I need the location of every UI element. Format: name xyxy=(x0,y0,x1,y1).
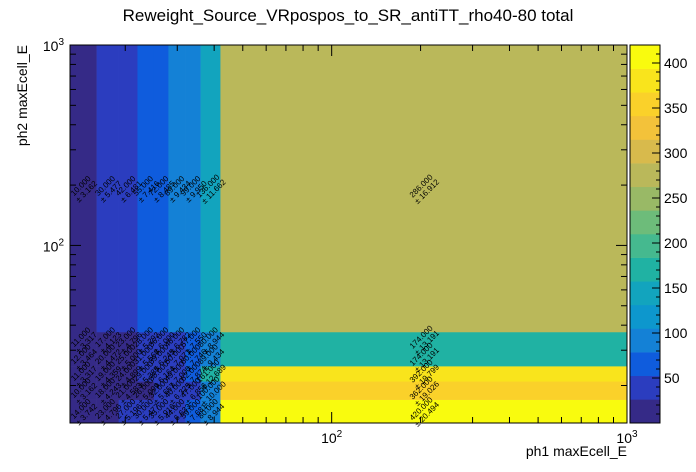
colorbar-segment xyxy=(630,139,660,164)
colorbar-tick-label: 250 xyxy=(664,190,688,206)
heatmap-cell xyxy=(118,331,138,348)
heatmap-cell xyxy=(185,331,201,348)
heatmap-cell xyxy=(220,45,628,333)
heatmap-cell xyxy=(168,347,186,367)
heatmap-cell xyxy=(137,347,155,367)
colorbar-segment xyxy=(630,68,660,93)
colorbar-segment xyxy=(630,45,660,69)
heatmap-cell xyxy=(96,366,119,382)
colorbar-segment xyxy=(630,352,660,377)
heatmap-cell xyxy=(168,399,186,424)
heatmap-cell xyxy=(70,45,97,333)
heatmap-cell xyxy=(96,45,119,333)
heatmap-cells xyxy=(70,45,628,424)
y-axis-label: ph2 maxEcell_E xyxy=(14,45,30,146)
heatmap-cell xyxy=(137,381,155,400)
heatmap-cell xyxy=(185,347,201,367)
heatmap-cell xyxy=(70,399,97,424)
heatmap-cell xyxy=(70,347,97,367)
heatmap-cell xyxy=(185,381,201,400)
colorbar-segment xyxy=(630,281,660,306)
colorbar-segment xyxy=(630,163,660,188)
colorbar-segment xyxy=(630,328,660,353)
heatmap-cell xyxy=(220,366,628,382)
colorbar-segment xyxy=(630,257,660,282)
heatmap-cell xyxy=(118,366,138,382)
heatmap-cell xyxy=(137,331,155,348)
x-tick-label: 102 xyxy=(321,429,343,446)
heatmap-cell xyxy=(96,399,119,424)
colorbar: 50 100 150 200 250 300 350 400 xyxy=(629,44,688,424)
colorbar-tick-label: 100 xyxy=(664,325,688,341)
colorbar-segment xyxy=(630,234,660,258)
colorbar-segment xyxy=(630,92,660,117)
y-tick-label: 103 xyxy=(43,37,65,54)
cell-value-label: 26.000± 5.099 xyxy=(131,375,162,406)
heatmap-cell xyxy=(118,347,138,367)
heatmap-cell xyxy=(168,331,186,348)
heatmap-cell xyxy=(153,399,169,424)
colorbar-tick-label: 200 xyxy=(664,235,688,251)
colorbar-segment xyxy=(630,375,660,400)
x-tick-label: 103 xyxy=(616,429,638,446)
heatmap-cell xyxy=(185,366,201,382)
heatmap-cell xyxy=(200,45,221,333)
chart-title: Reweight_Source_VRpospos_to_SR_antiTT_rh… xyxy=(122,6,574,25)
colorbar-segment xyxy=(630,210,660,235)
heatmap-cell xyxy=(153,45,169,333)
heatmap-cell xyxy=(220,331,628,348)
heatmap-cell xyxy=(168,45,186,333)
heatmap-cell xyxy=(118,399,138,424)
heatmap-cell xyxy=(220,381,628,400)
heatmap-cell xyxy=(118,381,138,400)
y-tick-label: 102 xyxy=(43,237,65,254)
heatmap-cell xyxy=(153,347,169,367)
heatmap-cell xyxy=(96,381,119,400)
heatmap-cell xyxy=(200,347,221,367)
heatmap-cell xyxy=(185,399,201,424)
heatmap-cell xyxy=(168,366,186,382)
heatmap-cell xyxy=(168,381,186,400)
heatmap-cell xyxy=(200,381,221,400)
heatmap-cell xyxy=(185,45,201,333)
y-axis-ticks: 102 103 xyxy=(43,37,627,387)
colorbar-tick-label: 300 xyxy=(664,145,688,161)
heatmap-cell xyxy=(96,347,119,367)
heatmap-cell xyxy=(220,347,628,367)
heatmap-cell xyxy=(153,331,169,348)
heatmap-cell xyxy=(153,366,169,382)
heatmap-cell xyxy=(137,45,155,333)
plot-frame xyxy=(69,44,628,424)
heatmap-cell xyxy=(70,381,97,400)
heatmap-cell xyxy=(137,399,155,424)
colorbar-segment xyxy=(630,186,660,211)
heatmap-cell xyxy=(200,331,221,348)
heatmap-cell xyxy=(70,331,97,348)
colorbar-tick-label: 400 xyxy=(664,55,688,71)
x-axis-ticks: 102 103 xyxy=(124,45,638,446)
heatmap-cell xyxy=(118,45,138,333)
heatmap-cell xyxy=(220,399,628,424)
colorbar-tick-label: 150 xyxy=(664,280,688,296)
colorbar-tick-label: 50 xyxy=(664,370,680,386)
heatmap-cell xyxy=(137,366,155,382)
colorbar-segment xyxy=(630,399,660,424)
colorbar-segment xyxy=(630,115,660,140)
heatmap-cell xyxy=(153,381,169,400)
heatmap-cell xyxy=(200,399,221,424)
heatmap-cell xyxy=(96,331,119,348)
x-axis-label: ph1 maxEcell_E xyxy=(526,443,627,459)
colorbar-tick-label: 350 xyxy=(664,100,688,116)
colorbar-segment xyxy=(630,304,660,329)
heatmap-cell xyxy=(70,366,97,382)
heatmap-cell xyxy=(200,366,221,382)
